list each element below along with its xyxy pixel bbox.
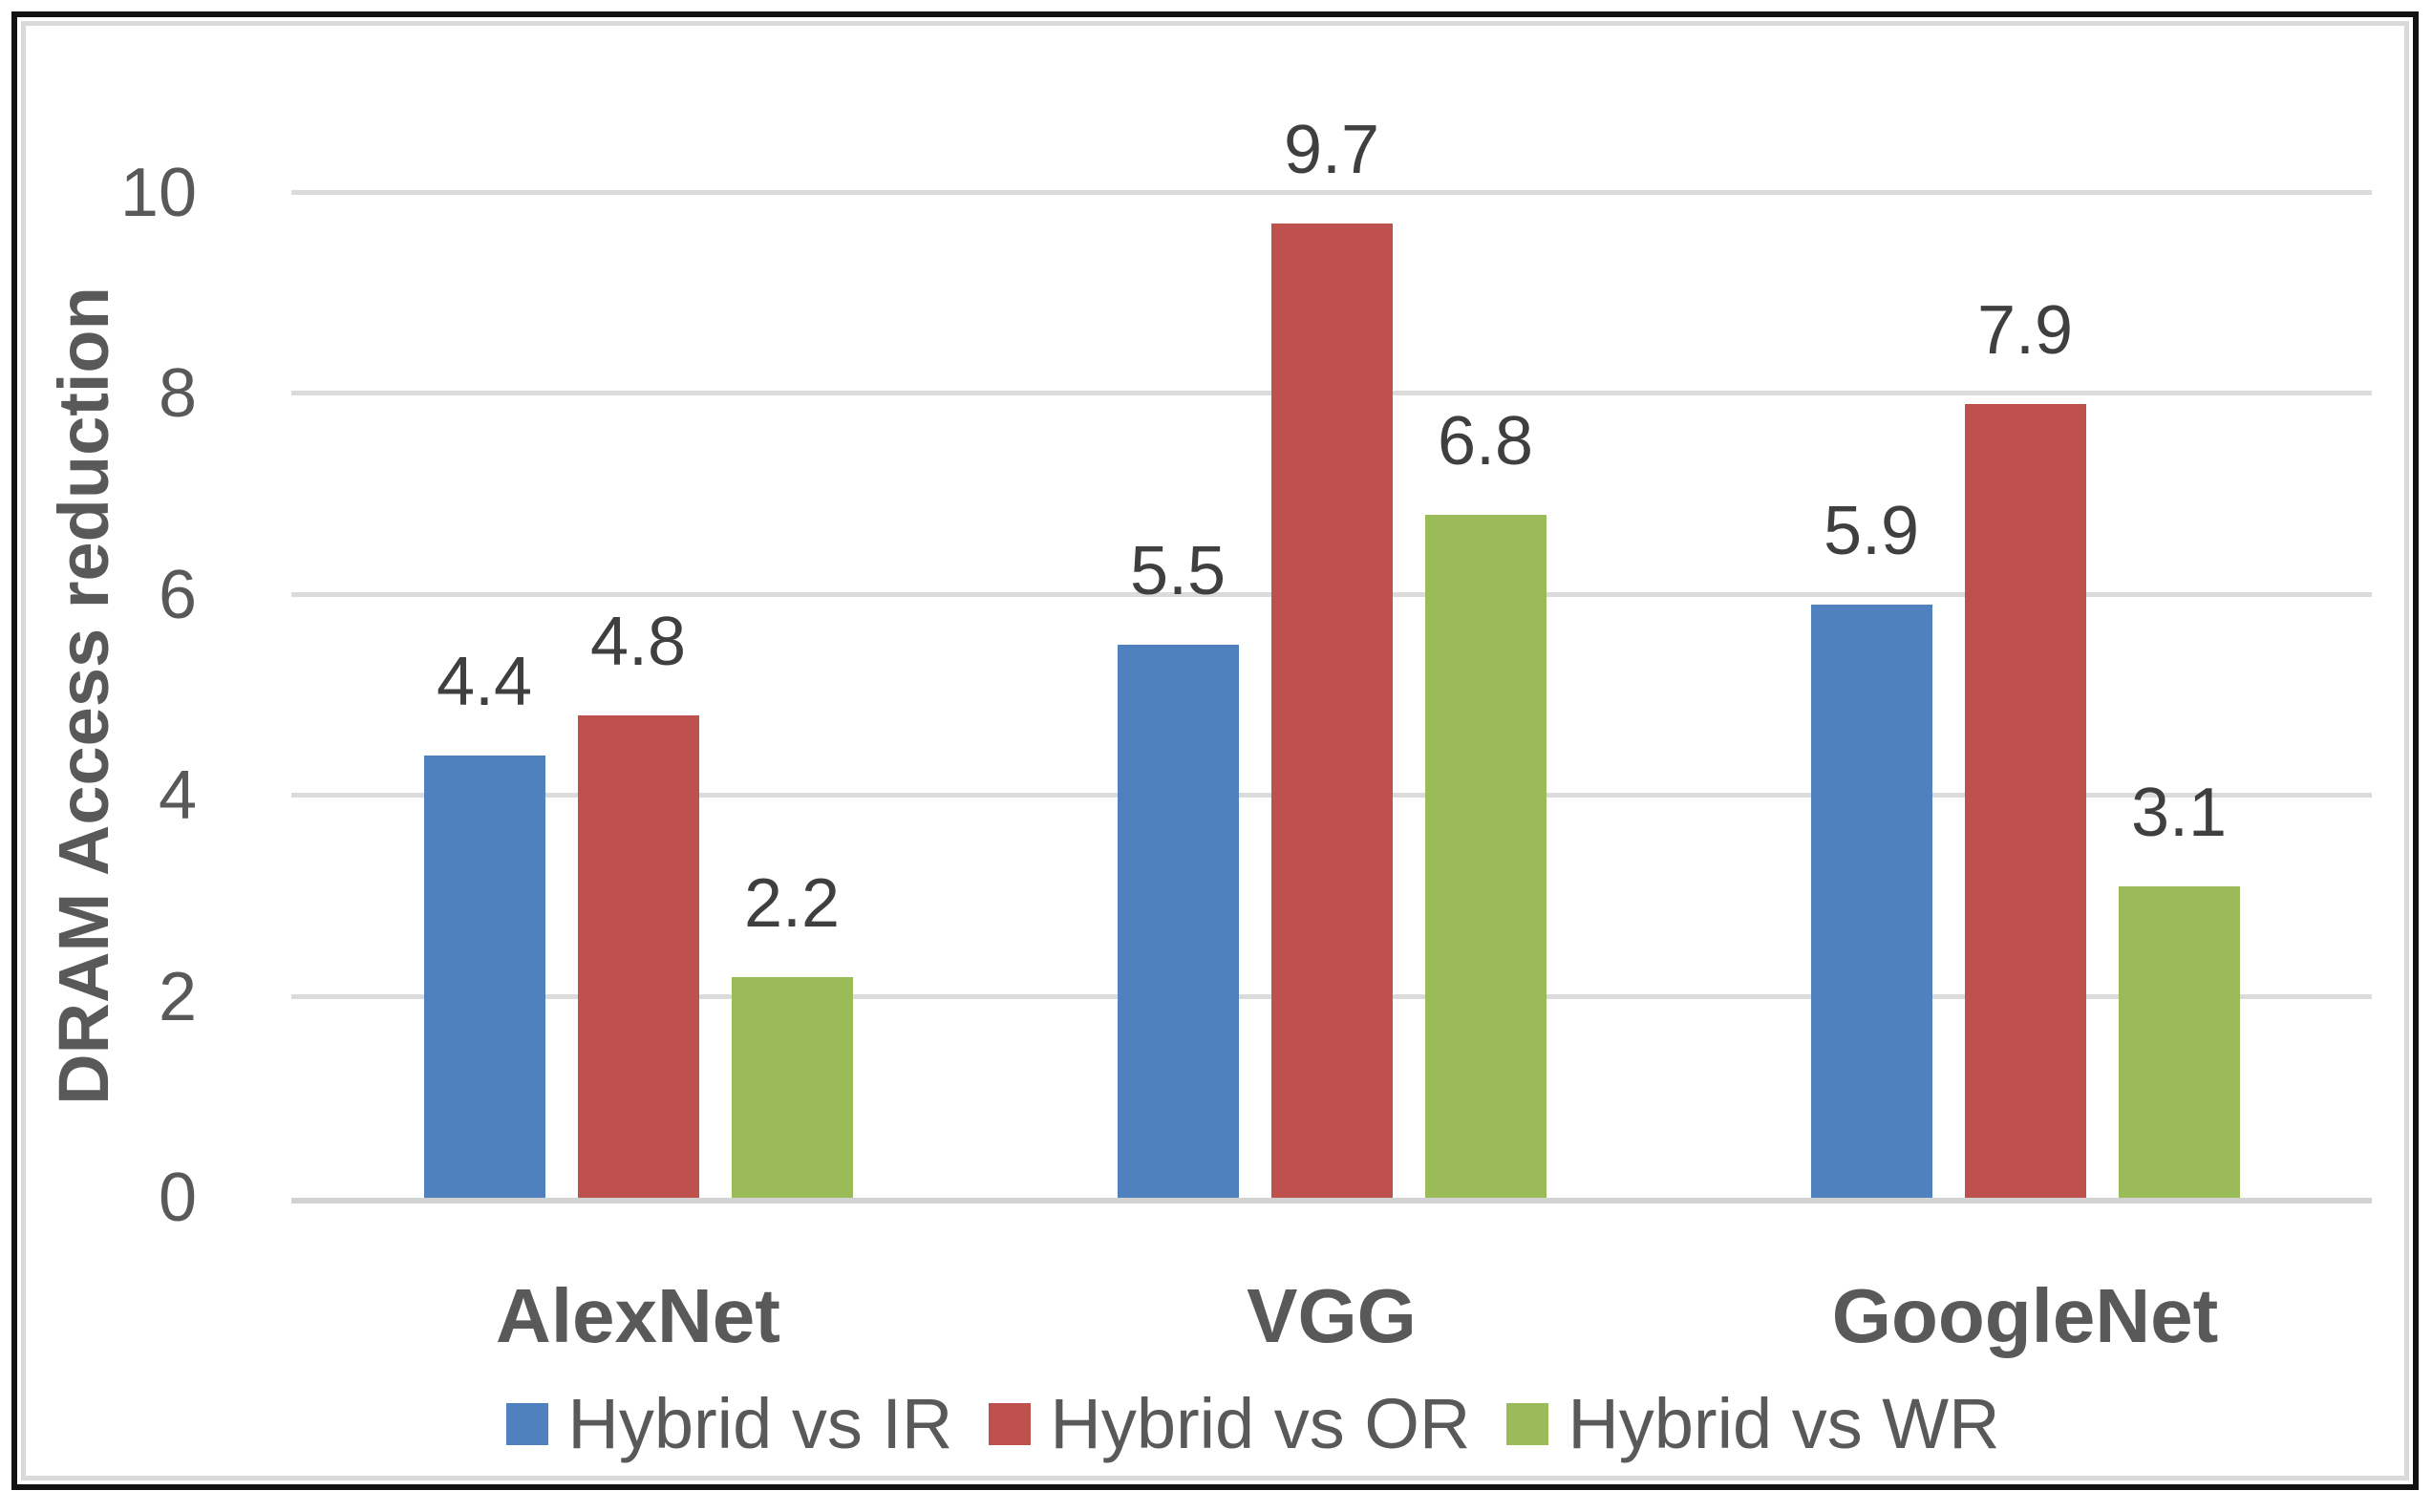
gridline-y10 <box>291 190 2372 195</box>
plot-area: 0 2 4 6 8 10 AlexNet 4.4 4.8 2.2 VGG 5.5 9.7 6.8 Googl… <box>120 113 2372 1357</box>
bar-hybrid-vs-ir-googlenet <box>1810 605 1932 1198</box>
legend-swatch-hybrid-vs-ir <box>506 1403 549 1445</box>
value-label-hybrid-vs-ir-alexnet: 4.4 <box>436 644 533 721</box>
legend-swatch-hybrid-vs-or <box>989 1403 1032 1445</box>
bar-hybrid-vs-or-vgg <box>1270 223 1393 1198</box>
legend-item-hybrid-vs-ir: Hybrid vs IR <box>506 1385 952 1463</box>
value-label-hybrid-vs-ir-vgg: 5.5 <box>1129 533 1227 610</box>
bar-hybrid-vs-ir-alexnet <box>423 756 545 1198</box>
x-axis-line <box>291 1198 2372 1203</box>
legend-series-label: Hybrid vs OR <box>1050 1384 1471 1463</box>
bar-hybrid-vs-wr-alexnet <box>731 976 853 1198</box>
bar-hybrid-vs-wr-vgg <box>1424 514 1547 1198</box>
legend: Hybrid vs IR Hybrid vs OR Hybrid vs WR <box>102 1385 2404 1463</box>
value-label-hybrid-vs-or-alexnet: 4.8 <box>589 604 687 681</box>
bar-hybrid-vs-or-googlenet <box>1964 403 2086 1198</box>
category-label-alexnet: AlexNet <box>496 1273 780 1358</box>
value-label-hybrid-vs-or-googlenet: 7.9 <box>1976 291 2074 369</box>
value-label-hybrid-vs-or-vgg: 9.7 <box>1283 111 1380 188</box>
category-label-vgg: VGG <box>1247 1273 1417 1358</box>
y-tick-label-6: 6 <box>158 556 197 633</box>
y-tick-label-8: 8 <box>158 355 197 433</box>
category-label-googlenet: GoogleNet <box>1831 1273 2219 1358</box>
figure-outer-border: DRAM Access reduction 0 2 4 6 8 10 AlexNet 4.4 4… <box>11 11 2419 1490</box>
legend-swatch-hybrid-vs-wr <box>1506 1403 1549 1445</box>
y-tick-label-2: 2 <box>158 958 197 1035</box>
value-label-hybrid-vs-ir-googlenet: 5.9 <box>1823 493 1920 570</box>
value-label-hybrid-vs-wr-vgg: 6.8 <box>1437 402 1534 479</box>
y-tick-label-0: 0 <box>158 1160 197 1236</box>
legend-item-hybrid-vs-or: Hybrid vs OR <box>989 1385 1470 1463</box>
value-label-hybrid-vs-wr-googlenet: 3.1 <box>2130 774 2228 851</box>
bar-hybrid-vs-or-alexnet <box>577 715 699 1198</box>
legend-series-label: Hybrid vs WR <box>1568 1384 2000 1463</box>
legend-series-label: Hybrid vs IR <box>567 1384 953 1463</box>
y-axis-title: DRAM Access reduction <box>31 193 136 1198</box>
legend-item-hybrid-vs-wr: Hybrid vs WR <box>1506 1384 2000 1463</box>
bar-hybrid-vs-ir-vgg <box>1117 645 1239 1198</box>
y-tick-label-4: 4 <box>158 757 197 835</box>
chart-frame: DRAM Access reduction 0 2 4 6 8 10 AlexNet 4.4 4… <box>21 21 2409 1480</box>
y-tick-label-10: 10 <box>119 155 197 231</box>
value-label-hybrid-vs-wr-alexnet: 2.2 <box>743 864 841 942</box>
bar-hybrid-vs-wr-googlenet <box>2118 885 2240 1198</box>
